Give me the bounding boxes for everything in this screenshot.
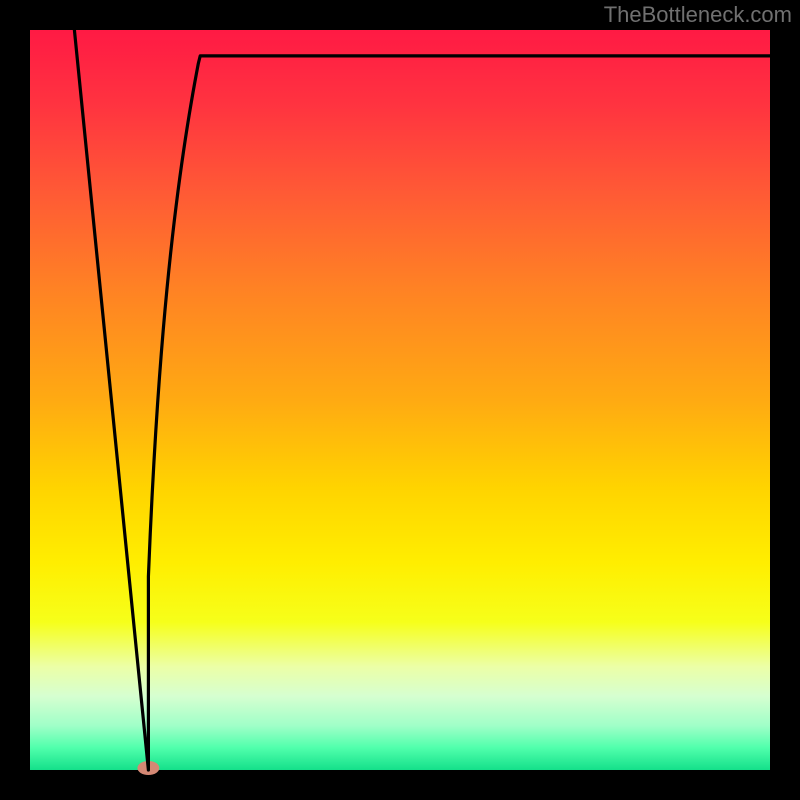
plot-background (30, 30, 770, 770)
bottleneck-chart: TheBottleneck.com (0, 0, 800, 800)
chart-canvas (0, 0, 800, 800)
watermark-text: TheBottleneck.com (604, 2, 792, 28)
